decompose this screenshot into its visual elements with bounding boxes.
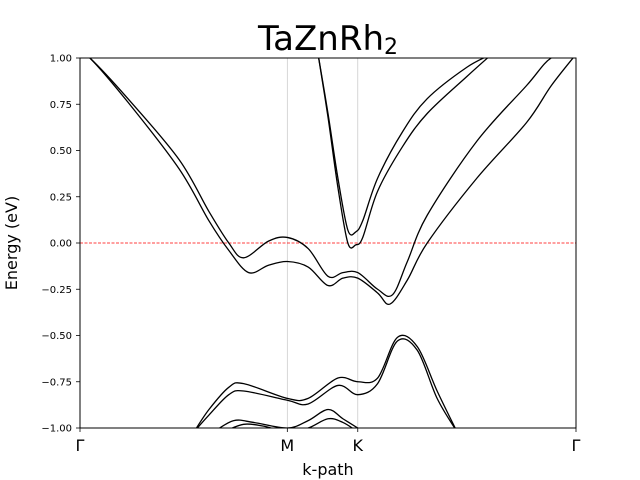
x-tick-label: Γ <box>76 436 85 455</box>
x-axis-label: k-path <box>302 460 353 479</box>
y-tick-label: 0.50 <box>50 146 72 157</box>
band-line <box>230 417 354 428</box>
y-tick-label: 0.00 <box>50 239 72 250</box>
y-tick-label: −0.25 <box>41 285 72 296</box>
y-tick-label: 1.00 <box>50 54 72 65</box>
plot-area: Γ M K Γ 1.00 0.75 0.50 0.25 0.00 −0.25 −0.50 −0.75 −… <box>41 54 581 456</box>
band-line <box>318 58 489 249</box>
plot-frame <box>79 57 577 429</box>
band-line <box>88 58 553 298</box>
y-tick-label: 0.75 <box>50 100 72 111</box>
y-tick-label: −0.50 <box>41 331 72 342</box>
y-axis-label: Energy (eV) <box>2 196 21 290</box>
y-tick-label: −1.00 <box>41 424 72 435</box>
chart-title: TaZnRh2 <box>257 19 398 60</box>
band-line <box>196 338 456 428</box>
x-tick-label: M <box>280 436 294 455</box>
y-tick-label: −0.75 <box>41 377 72 388</box>
band-line <box>318 58 486 236</box>
x-tick-label: Γ <box>572 436 581 455</box>
band-line <box>195 334 456 428</box>
chart-title-main: TaZnRh <box>257 19 384 59</box>
y-tick-label: 0.25 <box>50 192 72 203</box>
band-line <box>218 408 359 428</box>
x-tick-label: K <box>353 436 364 455</box>
band-line <box>88 58 574 306</box>
chart-title-subscript: 2 <box>384 35 398 60</box>
